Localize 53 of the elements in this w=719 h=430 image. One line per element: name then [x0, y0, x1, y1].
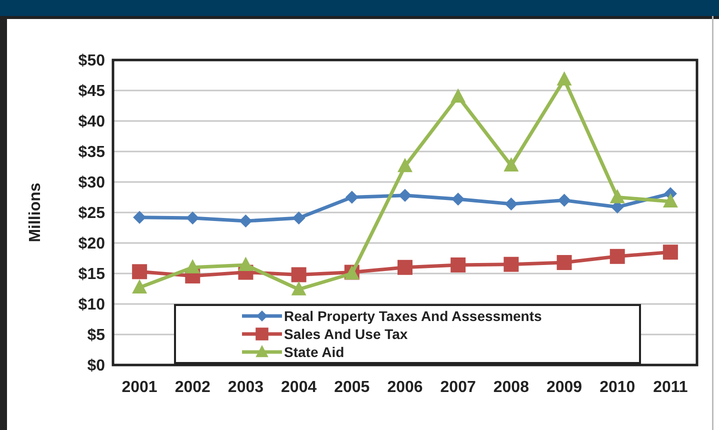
legend-label: Sales And Use Tax: [284, 326, 408, 342]
point: [398, 158, 412, 172]
point: [345, 190, 358, 204]
point: [239, 214, 252, 228]
y-axis-title: Millions: [27, 182, 44, 242]
point: [556, 255, 572, 270]
point: [450, 88, 466, 103]
legend-label: Real Property Taxes And Assessments: [284, 308, 542, 324]
point: [238, 256, 254, 271]
point: [186, 211, 200, 224]
x-tick-label: 2001: [122, 379, 158, 396]
point: [291, 267, 306, 282]
y-tick-label: $15: [78, 266, 106, 284]
y-tick-label: $40: [78, 114, 106, 131]
point: [504, 256, 519, 272]
x-tick-label: 2007: [440, 379, 476, 396]
y-tick-label: $35: [78, 144, 106, 162]
point: [291, 281, 306, 296]
point: [185, 259, 200, 274]
point: [132, 264, 148, 280]
point: [558, 194, 571, 207]
y-tick-label: $30: [78, 174, 106, 192]
point: [398, 260, 412, 275]
point: [292, 211, 306, 224]
x-tick-label: 2004: [281, 379, 317, 396]
point: [504, 157, 519, 172]
point: [610, 248, 625, 264]
x-tick-label: 2010: [600, 379, 636, 396]
legend-label: State Aid: [284, 344, 344, 360]
x-tick-label: 2009: [546, 379, 582, 396]
x-tick-label: 2011: [653, 379, 688, 396]
x-tick-label: 2005: [334, 379, 370, 396]
y-tick-label: $25: [78, 205, 106, 222]
point: [450, 257, 466, 272]
x-tick-label: 2002: [174, 379, 211, 396]
point: [132, 279, 148, 294]
point: [398, 188, 412, 202]
y-tick-label: $20: [78, 236, 106, 253]
y-tick-label: $50: [78, 52, 106, 70]
y-tick-label: $10: [78, 296, 106, 314]
y-tick-label: $5: [87, 327, 106, 344]
y-tick-label: $0: [87, 358, 106, 375]
point: [610, 189, 625, 204]
x-tick-label: 2008: [493, 379, 530, 396]
x-tick-label: 2006: [387, 379, 423, 396]
point: [662, 193, 678, 208]
point: [662, 244, 678, 260]
x-tick-label: 2003: [228, 379, 264, 396]
point: [133, 210, 146, 224]
point: [556, 71, 572, 86]
point: [504, 197, 518, 210]
point: [452, 192, 465, 206]
y-tick-label: $45: [78, 83, 106, 100]
